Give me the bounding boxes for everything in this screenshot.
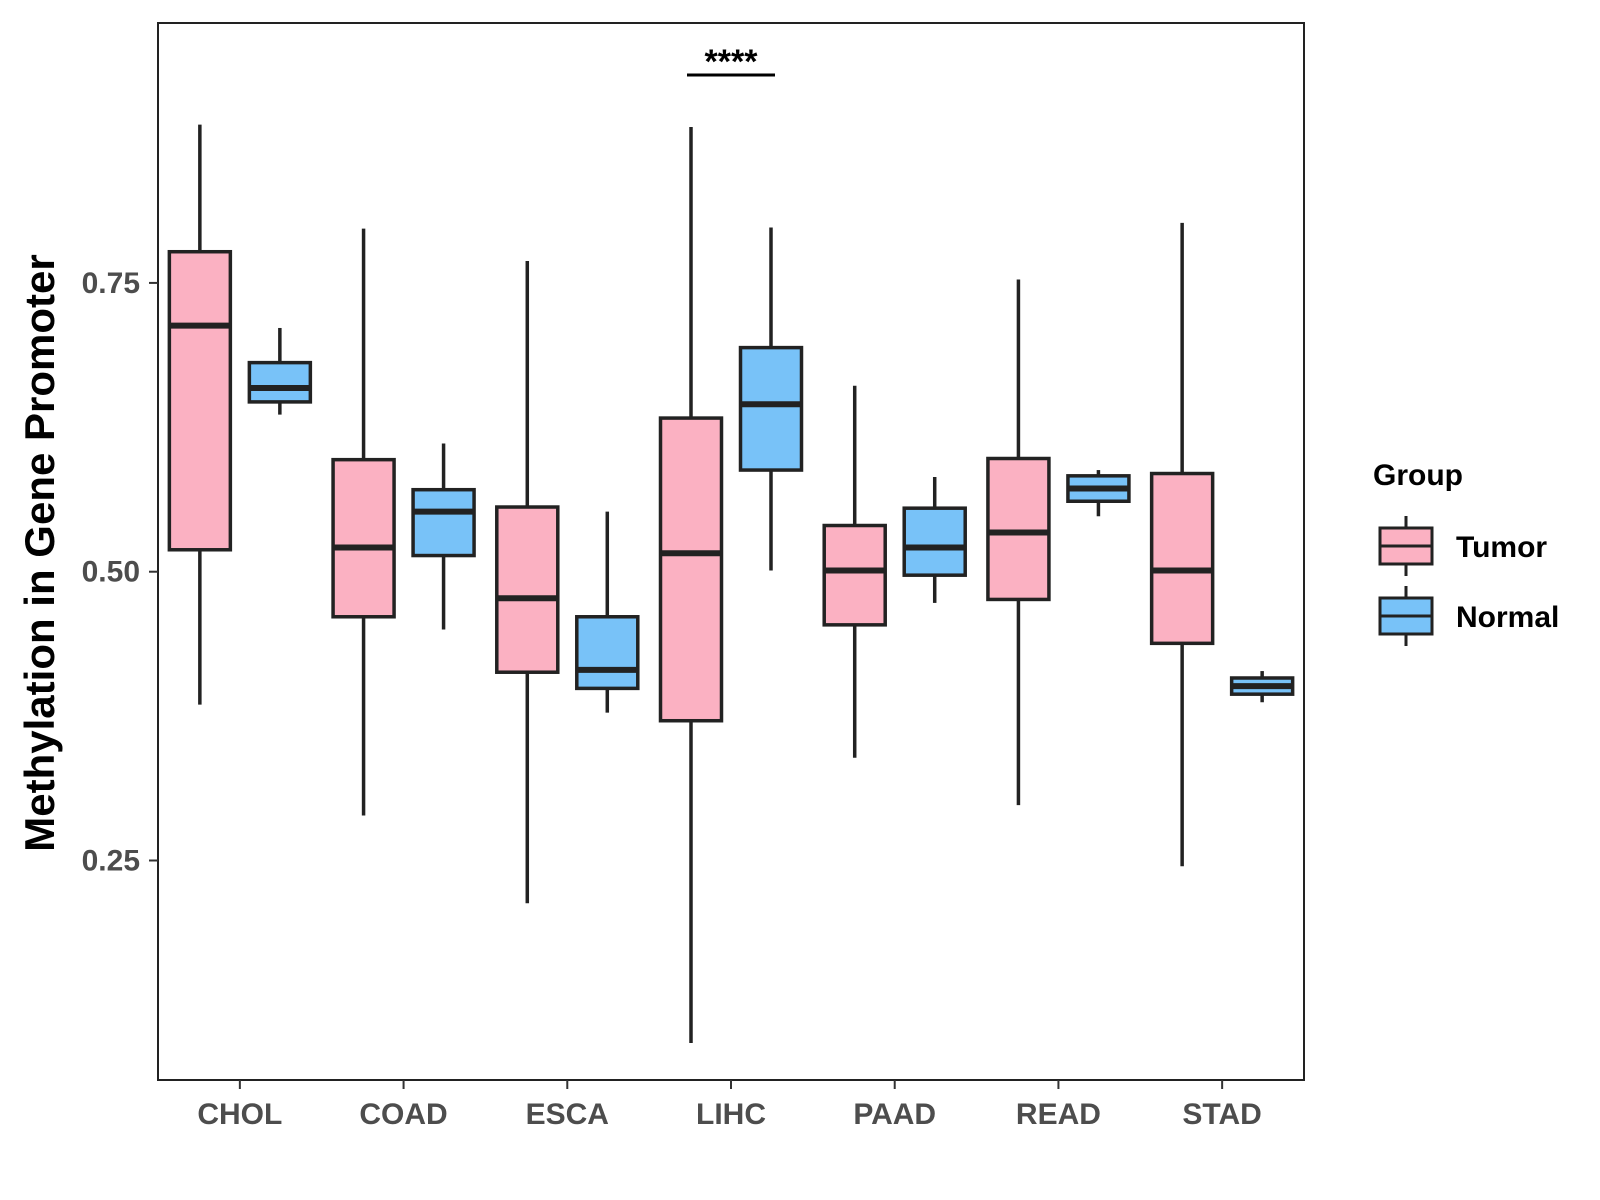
box-body bbox=[986, 456, 1051, 602]
box-normal-stad bbox=[1229, 671, 1295, 703]
box-tumor-coad bbox=[331, 228, 396, 816]
y-axis-title: Methylation in Gene Promoter bbox=[16, 254, 63, 851]
box-tumor-stad bbox=[1149, 222, 1215, 867]
box-normal-coad bbox=[411, 443, 476, 630]
box-body bbox=[658, 416, 724, 723]
y-axis: 0.25 0.50 0.75 bbox=[82, 267, 158, 878]
box-tumor-chol bbox=[167, 124, 233, 705]
plot-panel bbox=[157, 22, 1305, 1081]
boxes bbox=[167, 124, 1295, 1044]
box-body bbox=[902, 506, 967, 577]
box-normal-lihc bbox=[738, 227, 804, 571]
box-body bbox=[822, 523, 887, 627]
box-body bbox=[1149, 471, 1215, 646]
box-body bbox=[167, 249, 233, 552]
y-tick-label: 0.25 bbox=[82, 845, 140, 878]
y-tick-label: 0.50 bbox=[82, 556, 140, 589]
box-body bbox=[331, 457, 396, 619]
annotations: **** bbox=[687, 43, 775, 81]
box-normal-esca bbox=[575, 511, 640, 713]
box-tumor-paad bbox=[822, 385, 887, 758]
legend-title: Group bbox=[1373, 459, 1463, 492]
box-normal-chol bbox=[247, 327, 313, 415]
box-tumor-esca bbox=[495, 260, 560, 904]
x-axis: CHOL COAD ESCA LIHC PAAD READ STAD bbox=[197, 1080, 1262, 1131]
box-body bbox=[575, 615, 640, 691]
box-tumor-read bbox=[986, 279, 1051, 806]
x-tick-label: COAD bbox=[359, 1098, 447, 1131]
x-tick-label: LIHC bbox=[696, 1098, 766, 1131]
box-body bbox=[247, 360, 313, 404]
box-body bbox=[411, 487, 476, 558]
x-tick-label: STAD bbox=[1182, 1098, 1261, 1131]
box-normal-paad bbox=[902, 476, 967, 603]
legend-label: Normal bbox=[1456, 601, 1559, 634]
legend-key-normal bbox=[1378, 586, 1434, 646]
box-body bbox=[738, 345, 804, 472]
legend: Group Tumor Normal bbox=[1373, 459, 1559, 646]
x-tick-label: PAAD bbox=[853, 1098, 936, 1131]
legend-key-tumor bbox=[1378, 516, 1434, 576]
y-tick-label: 0.75 bbox=[82, 267, 140, 300]
x-tick-label: READ bbox=[1016, 1098, 1101, 1131]
legend-label: Tumor bbox=[1456, 531, 1547, 564]
x-tick-label: ESCA bbox=[526, 1098, 609, 1131]
box-body bbox=[495, 505, 560, 674]
x-tick-label: CHOL bbox=[197, 1098, 282, 1131]
box-tumor-lihc bbox=[658, 126, 724, 1044]
box-normal-read bbox=[1066, 470, 1131, 517]
